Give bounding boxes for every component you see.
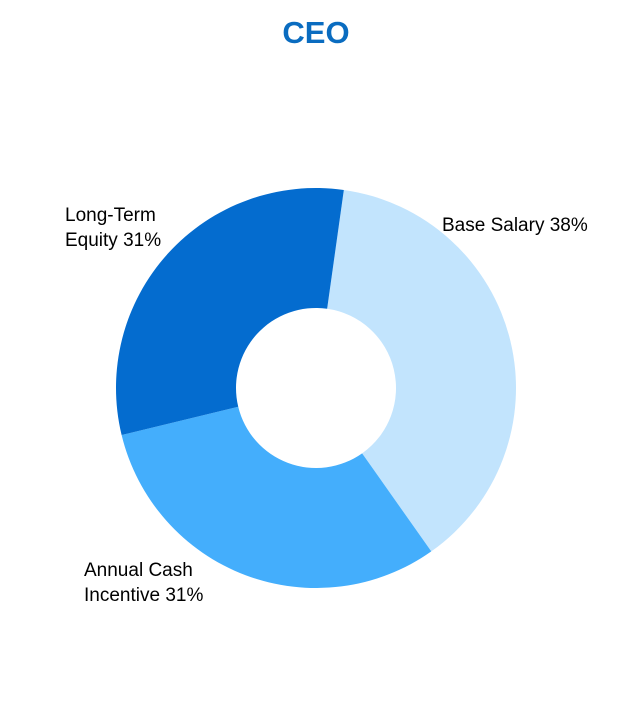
slice-long-term-equity [116,187,344,436]
slice-base-salary [327,189,516,552]
label-line: Equity 31% [65,230,161,251]
label-base-salary: Base Salary 38% [442,215,588,236]
label-line: Long-Term [65,205,156,226]
label-line: Annual Cash [84,560,193,581]
label-annual-cash-incentive: Annual Cash Incentive 31% [84,560,203,606]
slice-annual-cash-incentive [121,406,432,588]
slice-labels: Base Salary 38% Annual Cash Incentive 31% L… [65,205,588,606]
label-line: Base Salary 38% [442,215,588,236]
chart-title: CEO [282,15,350,50]
donut-slices [116,187,516,588]
label-line: Incentive 31% [84,585,203,606]
label-long-term-equity: Long-Term Equity 31% [65,205,161,251]
